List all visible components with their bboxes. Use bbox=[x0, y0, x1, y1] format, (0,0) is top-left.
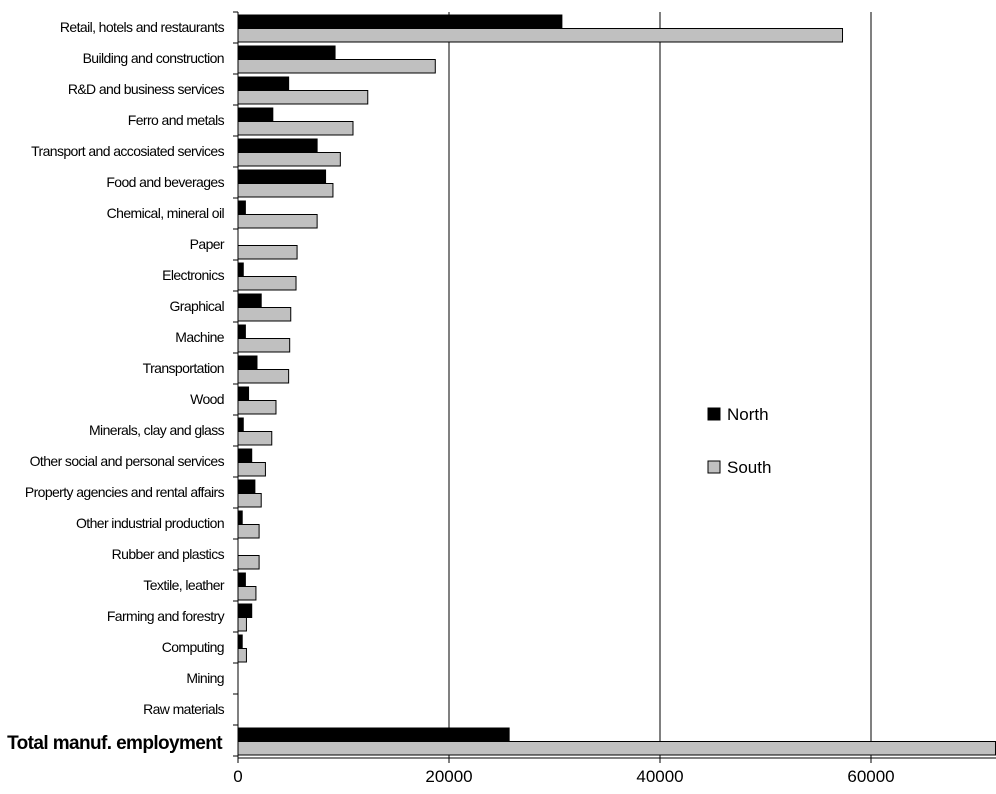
category-label: Other industrial production bbox=[76, 515, 224, 531]
category-label: Minerals, clay and glass bbox=[89, 422, 225, 438]
legend-swatch-north bbox=[707, 407, 721, 421]
category-labels: Retail, hotels and restaurants Building a… bbox=[7, 19, 225, 754]
category-label: Building and construction bbox=[83, 50, 224, 66]
bars bbox=[237, 14, 996, 756]
bar-north-2 bbox=[237, 76, 290, 91]
bar-south-12 bbox=[237, 400, 277, 415]
x-tick-label: 20000 bbox=[425, 767, 472, 786]
bar-south-14 bbox=[237, 462, 266, 477]
bar-south-0 bbox=[237, 28, 844, 43]
bar-south-19 bbox=[237, 617, 247, 632]
legend-swatch-south bbox=[707, 460, 721, 474]
bar-north-19 bbox=[237, 603, 253, 618]
bar-north-10 bbox=[237, 324, 246, 339]
bar-north-18 bbox=[237, 572, 246, 587]
bar-south-18 bbox=[237, 586, 257, 601]
category-label: Graphical bbox=[169, 298, 224, 314]
category-label: Ferro and metals bbox=[128, 112, 225, 128]
bar-south-10 bbox=[237, 338, 291, 353]
category-label: Rubber and plastics bbox=[112, 546, 225, 562]
category-label: Electronics bbox=[162, 267, 224, 283]
x-tick-label: 0 bbox=[233, 767, 242, 786]
bar-south-17 bbox=[237, 555, 260, 570]
category-label: R&D and business services bbox=[68, 81, 225, 97]
category-label: Property agencies and rental affairs bbox=[25, 484, 225, 500]
category-label: Transport and accosiated services bbox=[31, 143, 224, 159]
category-label: Transportation bbox=[143, 360, 224, 376]
bar-north-0 bbox=[237, 14, 563, 29]
category-label: Retail, hotels and restaurants bbox=[60, 19, 225, 35]
category-label: Computing bbox=[162, 639, 224, 655]
bar-north-20 bbox=[237, 634, 243, 649]
bar-south-1 bbox=[237, 59, 436, 74]
bar-south-8 bbox=[237, 276, 297, 291]
legend-label-south: South bbox=[727, 458, 771, 477]
bar-south-16 bbox=[237, 524, 260, 539]
bar-south-6 bbox=[237, 214, 318, 229]
bar-south-15 bbox=[237, 493, 262, 508]
category-label: Mining bbox=[186, 670, 224, 686]
category-label: Textile, leather bbox=[143, 577, 225, 593]
category-label: Total manuf. employment bbox=[7, 733, 223, 754]
bar-south-7 bbox=[237, 245, 298, 260]
bar-north-3 bbox=[237, 107, 274, 122]
bar-north-15 bbox=[237, 479, 256, 494]
bar-north-8 bbox=[237, 262, 244, 277]
bar-north-16 bbox=[237, 510, 243, 525]
category-label: Raw materials bbox=[143, 701, 224, 717]
bar-south-5 bbox=[237, 183, 334, 198]
bar-south-4 bbox=[237, 152, 341, 167]
category-label: Food and beverages bbox=[106, 174, 224, 190]
category-label: Paper bbox=[190, 236, 225, 252]
bar-north-4 bbox=[237, 138, 318, 153]
legend: North South bbox=[707, 405, 771, 477]
bar-south-9 bbox=[237, 307, 292, 322]
bar-north-14 bbox=[237, 448, 253, 463]
axes bbox=[233, 11, 996, 763]
bar-north-12 bbox=[237, 386, 250, 401]
bar-south-3 bbox=[237, 121, 354, 136]
legend-label-north: North bbox=[727, 405, 769, 424]
x-tick-labels: 0 20000 40000 60000 bbox=[233, 767, 894, 786]
bar-north-6 bbox=[237, 200, 246, 215]
bar-south-2 bbox=[237, 90, 369, 105]
category-label: Other social and personal services bbox=[30, 453, 225, 469]
bar-north-1 bbox=[237, 45, 336, 60]
category-label: Wood bbox=[190, 391, 224, 407]
category-label: Farming and forestry bbox=[107, 608, 225, 624]
bar-north-13 bbox=[237, 417, 244, 432]
gridlines bbox=[448, 12, 872, 758]
x-tick-label: 40000 bbox=[636, 767, 683, 786]
category-label: Machine bbox=[175, 329, 225, 345]
bar-north-5 bbox=[237, 169, 327, 184]
bar-north-9 bbox=[237, 293, 262, 308]
bar-south-13 bbox=[237, 431, 273, 446]
bar-south-20 bbox=[237, 648, 247, 663]
bar-north-23 bbox=[237, 727, 510, 742]
x-tick-label: 60000 bbox=[847, 767, 894, 786]
bar-south-23 bbox=[237, 741, 996, 756]
category-label: Chemical, mineral oil bbox=[107, 205, 225, 221]
bar-south-11 bbox=[237, 369, 290, 384]
bar-north-11 bbox=[237, 355, 258, 370]
